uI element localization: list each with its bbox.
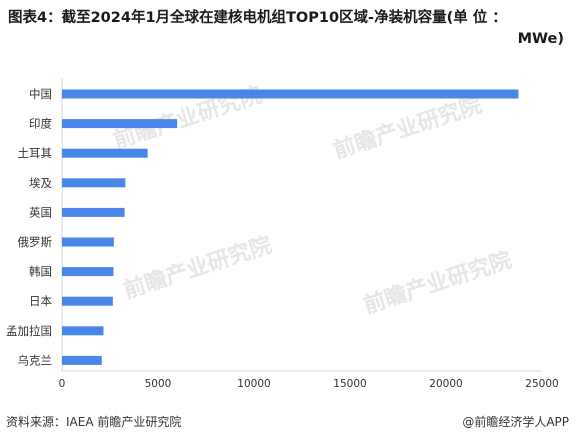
brand-note: @前瞻经济学人APP bbox=[462, 415, 569, 429]
x-tick-label: 10000 bbox=[237, 378, 270, 390]
bar-8 bbox=[62, 296, 113, 306]
category-label: 土耳其 bbox=[18, 146, 53, 160]
category-label: 孟加拉国 bbox=[6, 324, 52, 338]
bar-7 bbox=[62, 267, 114, 277]
bar-3 bbox=[62, 148, 148, 158]
source-note: 资料来源：IAEA 前瞻产业研究院 bbox=[6, 415, 182, 429]
category-label: 俄罗斯 bbox=[18, 235, 53, 249]
bar-4 bbox=[62, 178, 126, 188]
bar-6 bbox=[62, 237, 114, 247]
bar-2 bbox=[62, 119, 178, 129]
category-label: 中国 bbox=[29, 87, 52, 101]
category-label: 印度 bbox=[29, 117, 52, 131]
chart-title-line1: 图表4：截至2024年1月全球在建核电机组TOP10区域-净装机容量(单 位 ： bbox=[8, 10, 507, 26]
x-tick-label: 15000 bbox=[333, 378, 366, 390]
category-label: 日本 bbox=[29, 294, 52, 308]
bar-10 bbox=[62, 355, 102, 365]
bar-1 bbox=[62, 89, 519, 99]
category-label: 埃及 bbox=[29, 176, 52, 190]
category-label: 韩国 bbox=[29, 265, 52, 279]
bar-5 bbox=[62, 207, 125, 217]
x-tick-label: 20000 bbox=[429, 378, 462, 390]
category-label: 英国 bbox=[29, 205, 52, 219]
x-tick-label: 0 bbox=[59, 378, 66, 390]
x-tick-label: 5000 bbox=[145, 378, 172, 390]
bar-9 bbox=[62, 326, 104, 336]
chart-title-line2: MWe) bbox=[517, 31, 564, 47]
chart-title: 图表4：截至2024年1月全球在建核电机组TOP10区域-净装机容量(单 位 ：… bbox=[8, 8, 568, 50]
x-tick-label: 25000 bbox=[525, 378, 558, 390]
category-label: 乌克兰 bbox=[18, 353, 53, 367]
